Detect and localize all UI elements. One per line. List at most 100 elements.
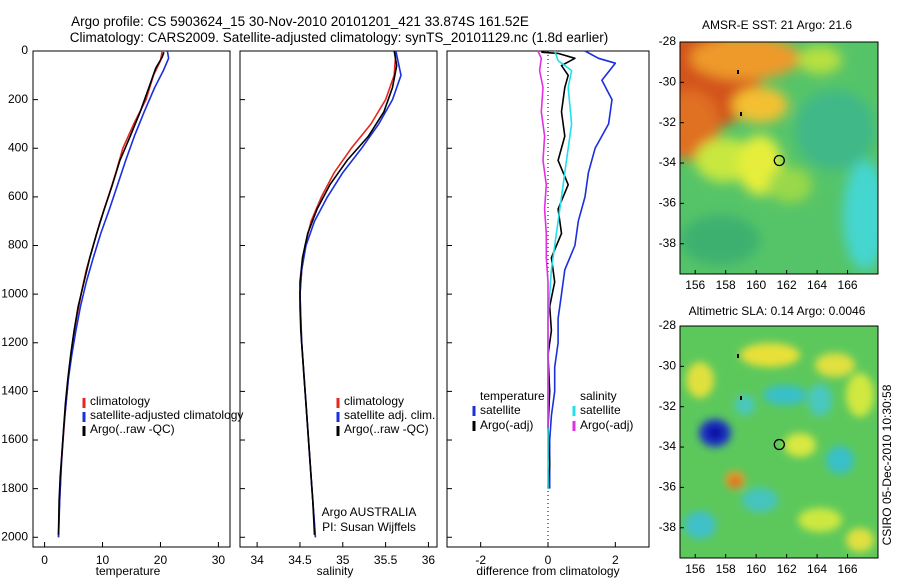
map-x-tick-label: 160 [746, 562, 766, 576]
x-tick-label: 0 [41, 553, 48, 567]
series-line-temperature-argo-adj [541, 51, 576, 489]
salinity-axes-frame [239, 50, 438, 548]
x-tick-label: 10 [96, 553, 110, 567]
map-x-tick-label: 158 [716, 562, 736, 576]
x-tick-label: 30 [212, 553, 226, 567]
sla-map-panel: Altimetric SLA: 0.14 Argo: 0.0046 [659, 304, 879, 576]
legend-title-temperature: temperature [480, 389, 545, 403]
x-tick-label: 2 [612, 553, 619, 567]
map-y-tick-label: -36 [659, 480, 677, 494]
map-y-tick-label: -34 [659, 155, 677, 169]
y-tick-label: 800 [8, 238, 28, 252]
series-line-satellite-adj-clim [299, 50, 402, 538]
salinity-plot: 34 34.5 35 35.5 36 [240, 50, 436, 567]
sst-map-title: AMSR-E SST: 21 Argo: 21.6 [702, 18, 852, 32]
figure-title-line2: Climatology: CARS2009. Satellite-adjuste… [70, 30, 609, 45]
map-y-tick-label: -38 [659, 520, 677, 534]
x-tick-label: 36 [422, 553, 436, 567]
legend-label-sal-argo: Argo(-adj) [580, 418, 633, 432]
y-tick-label: 600 [8, 189, 28, 203]
figure-title-line1: Argo profile: CS 5903624_15 30-Nov-2010 … [71, 14, 529, 29]
credit-timestamp: CSIRO 05-Dec-2010 10:30:58 [880, 384, 894, 545]
x-tick-label: 20 [154, 553, 168, 567]
map-x-tick-label: 156 [685, 562, 705, 576]
map-x-tick-label: 162 [777, 278, 797, 292]
legend-label-satellite-adjusted: satellite-adjusted climatology [90, 408, 243, 422]
legend-backdrop [478, 390, 546, 402]
map-y-tick-label: -34 [659, 439, 677, 453]
map-x-tick-label: 166 [838, 278, 858, 292]
series-line-temperature-satellite [548, 50, 617, 489]
map-x-tick-label: 156 [685, 278, 705, 292]
legend-label-climatology: climatology [344, 394, 404, 408]
y-tick-label: 200 [8, 92, 28, 106]
y-tick-label: 1000 [1, 286, 28, 300]
temperature-xlabel: temperature [96, 564, 161, 578]
x-tick-label: 35.5 [374, 553, 398, 567]
series-line-salinity-argo-adj [537, 50, 549, 428]
salinity-legend: climatology satellite adj. clim. Argo(..… [336, 394, 435, 436]
map-x-tick-label: 160 [746, 278, 766, 292]
map-x-tick-label: 162 [777, 562, 797, 576]
map-y-tick-label: -28 [659, 34, 677, 48]
map-y-tick-label: -36 [659, 196, 677, 210]
map-x-tick-label: 164 [807, 562, 827, 576]
legend-label-climatology: climatology [90, 394, 150, 408]
map-y-tick-label: -32 [659, 115, 677, 129]
legend-label-satellite-adj: satellite adj. clim. [344, 408, 435, 422]
series-line-argo-raw-qc [57, 51, 165, 535]
float-pi-annotation: PI: Susan Wijffels [322, 520, 416, 534]
series-line-climatology [57, 50, 163, 538]
temperature-panel: 0 10 20 30 0 200 400 600 800 1000 1200 1400 1600 1800… [1, 43, 243, 578]
argo-position-marker [773, 154, 785, 167]
y-tick-label: 1200 [1, 335, 28, 349]
map-y-tick-label: -30 [659, 359, 677, 373]
temperature-plot: 0 10 20 30 0 200 400 600 800 1000 1200 1400 1600 1800… [1, 43, 225, 567]
y-tick-label: 1400 [1, 384, 28, 398]
map-y-tick-label: -30 [659, 75, 677, 89]
series-line-satellite-adjusted-climatology [57, 50, 170, 538]
y-tick-label: 1800 [1, 481, 28, 495]
difference-xlabel: difference from climatology [476, 564, 619, 578]
x-tick-label: 0 [545, 553, 552, 567]
y-tick-label: 2000 [1, 529, 28, 543]
argo-position-marker [773, 438, 785, 451]
y-tick-label: 400 [8, 140, 28, 154]
map-y-tick-label: -38 [659, 236, 677, 250]
sla-map-title: Altimetric SLA: 0.14 Argo: 0.0046 [689, 304, 866, 318]
map-x-tick-label: 166 [838, 562, 858, 576]
sst-map-frame [679, 41, 879, 275]
series-line-argo-raw-qc [299, 50, 398, 535]
series-line-climatology [299, 50, 397, 538]
difference-legend: temperature salinity satellite Argo(-adj… [472, 389, 633, 432]
difference-panel: -2 0 2 difference from climatology tempera… [446, 50, 650, 578]
sla-map-axes: 156 158 160 162 164 166 -28 -30 -32 -34 -36 -38 [659, 318, 858, 576]
x-tick-label: 35 [336, 553, 350, 567]
x-tick-label: 34 [250, 553, 264, 567]
legend-label-argo: Argo(..raw -QC) [344, 422, 429, 436]
map-x-tick-label: 164 [807, 278, 827, 292]
difference-plot: -2 0 2 [447, 50, 619, 567]
map-y-tick-label: -32 [659, 399, 677, 413]
x-tick-label: 34.5 [288, 553, 312, 567]
legend-title-salinity: salinity [580, 389, 617, 403]
sst-field [680, 42, 878, 274]
sla-field [680, 326, 878, 558]
temperature-legend: climatology satellite-adjusted climatolo… [82, 394, 243, 436]
salinity-panel: 34 34.5 35 35.5 36 salinity climatology sate… [239, 50, 438, 578]
sst-map-axes: 156 158 160 162 164 166 -28 -30 -32 -34 -36 -38 [659, 34, 858, 292]
map-y-tick-label: -28 [659, 318, 677, 332]
legend-label-argo: Argo(..raw -QC) [90, 422, 175, 436]
map-x-tick-label: 158 [716, 278, 736, 292]
legend-label-temp-argo: Argo(-adj) [480, 418, 533, 432]
float-owner-annotation: Argo AUSTRALIA [322, 505, 417, 519]
y-tick-label: 1600 [1, 432, 28, 446]
x-tick-label: -2 [475, 553, 486, 567]
sst-map-panel: AMSR-E SST: 21 Argo: 21.6 156 158 160 162 16… [659, 18, 879, 292]
legend-label-temp-satellite: satellite [480, 403, 521, 417]
y-tick-label: 0 [21, 43, 28, 57]
temperature-axes-frame [32, 50, 231, 548]
salinity-xlabel: salinity [317, 564, 354, 578]
sla-map-frame [679, 325, 879, 559]
